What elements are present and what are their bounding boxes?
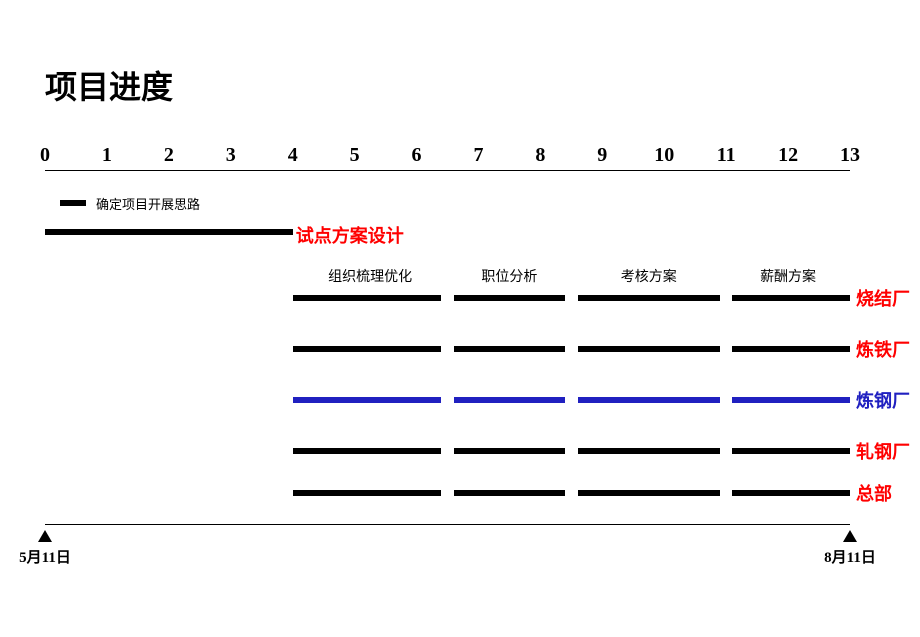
gantt-bar	[293, 490, 442, 496]
axis-line-bottom	[45, 524, 850, 525]
gantt-bar	[578, 295, 720, 301]
phase-label: 薪酬方案	[760, 266, 816, 286]
axis-tick: 12	[778, 144, 798, 167]
axis-tick: 6	[412, 144, 422, 167]
row-label: 总部	[856, 480, 892, 506]
marker-label: 5月11日	[19, 546, 71, 567]
gantt-bar	[732, 490, 850, 496]
gantt-bar	[454, 448, 565, 454]
gantt-bar	[578, 448, 720, 454]
axis-tick: 8	[535, 144, 545, 167]
marker-label: 8月11日	[824, 546, 876, 567]
gantt-bar	[732, 295, 850, 301]
axis-tick: 13	[840, 144, 860, 167]
gantt-slide: { "layout": { "width_px": 920, "height_p…	[0, 0, 920, 637]
gantt-bar	[578, 346, 720, 352]
row-label: 烧结厂	[856, 285, 910, 311]
axis-tick: 11	[717, 144, 736, 167]
gantt-bar	[578, 490, 720, 496]
gantt-bar	[732, 448, 850, 454]
gantt-bar	[293, 397, 442, 403]
gantt-bar	[454, 295, 565, 301]
pilot-design-label: 试点方案设计	[296, 222, 404, 248]
phase-label: 职位分析	[481, 266, 537, 286]
axis-tick: 0	[40, 144, 50, 167]
gantt-bar	[293, 448, 442, 454]
axis-tick: 3	[226, 144, 236, 167]
row-label: 炼钢厂	[856, 387, 910, 413]
legend-text: 确定项目开展思路	[96, 194, 200, 213]
gantt-bar	[293, 295, 442, 301]
gantt-bar	[732, 397, 850, 403]
row-label: 炼铁厂	[856, 336, 910, 362]
gantt-bar	[454, 397, 565, 403]
axis-tick: 1	[102, 144, 112, 167]
gantt-bar	[293, 346, 442, 352]
axis-tick: 10	[654, 144, 674, 167]
axis-line-top	[45, 170, 850, 171]
gantt-bar	[454, 490, 565, 496]
axis-tick: 9	[597, 144, 607, 167]
phase-label: 考核方案	[621, 266, 677, 286]
axis-tick: 7	[473, 144, 483, 167]
page-title: 项目进度	[45, 62, 173, 108]
axis-tick: 2	[164, 144, 174, 167]
intro-bar	[45, 229, 293, 235]
row-label: 轧钢厂	[856, 438, 910, 464]
gantt-bar	[578, 397, 720, 403]
gantt-bar	[732, 346, 850, 352]
phase-label: 组织梳理优化	[328, 266, 412, 286]
gantt-bar	[454, 346, 565, 352]
axis-tick: 4	[288, 144, 298, 167]
legend-swatch	[60, 200, 86, 206]
axis-tick: 5	[350, 144, 360, 167]
marker-triangle	[38, 530, 52, 542]
marker-triangle	[843, 530, 857, 542]
